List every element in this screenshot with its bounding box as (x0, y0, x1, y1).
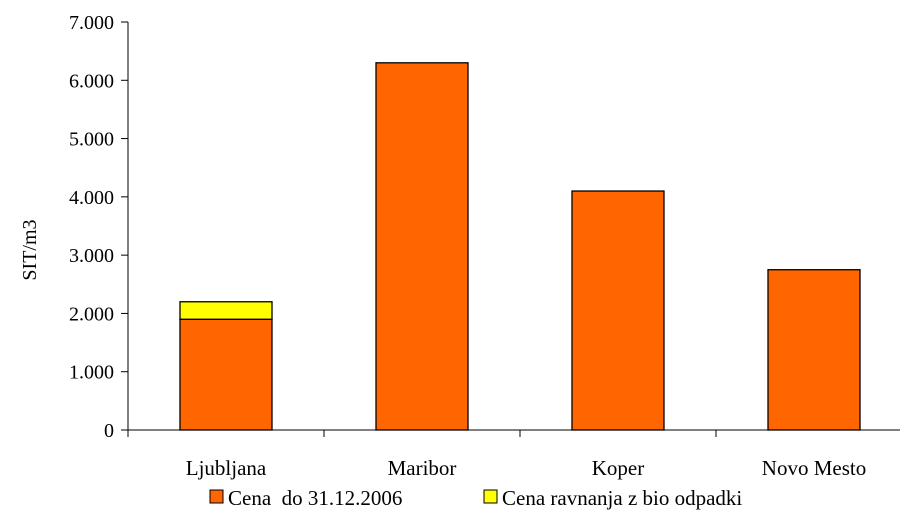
legend-label: Cena ravnanja z bio odpadki (502, 486, 742, 510)
y-tick-label: 0 (104, 420, 114, 442)
y-tick-label: 3.000 (69, 245, 114, 267)
x-tick-label: Maribor (388, 456, 457, 480)
y-tick-label: 6.000 (69, 70, 114, 92)
legend: Cena do 31.12.2006 Cena ravnanja z bio od… (209, 486, 742, 510)
legend-swatch (483, 489, 498, 504)
bar-koper-series-1 (571, 190, 665, 431)
x-tick-label: Novo Mesto (762, 456, 866, 480)
y-tick-label: 7.000 (69, 12, 114, 34)
y-tick-label: 5.000 (69, 129, 114, 151)
bars (179, 62, 861, 431)
y-axis-title: SIT/m3 (19, 219, 41, 280)
bar-maribor-series-1 (375, 62, 469, 431)
y-tick-label: 1.000 (69, 362, 114, 384)
x-tick-label: Ljubljana (186, 456, 267, 480)
bar-ljubljana-series-1 (179, 318, 273, 431)
bar-novo-mesto-series-1 (767, 269, 861, 431)
y-tick-label: 4.000 (69, 187, 114, 209)
legend-label: Cena do 31.12.2006 (228, 486, 402, 510)
bar-ljubljana-series-2 (179, 301, 273, 320)
y-axis-ticks: 0 1.000 2.000 3.000 4.000 5.000 6.000 7.000 (69, 12, 128, 442)
x-axis (127, 429, 900, 437)
x-axis-labels: Ljubljana Maribor Koper Novo Mesto (186, 456, 866, 480)
x-tick-label: Koper (592, 456, 644, 480)
y-tick-label: 2.000 (69, 303, 114, 325)
legend-swatch (209, 489, 224, 504)
